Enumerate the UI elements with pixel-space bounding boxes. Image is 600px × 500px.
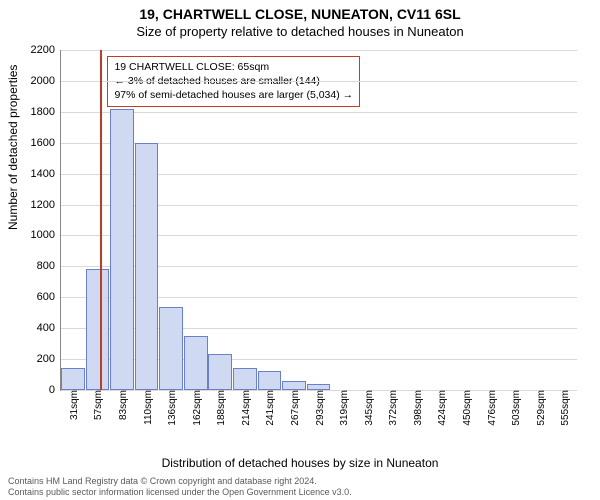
bar	[208, 354, 232, 390]
x-tick-label: 162sqm	[192, 390, 203, 426]
x-tick-label: 476sqm	[487, 390, 498, 426]
y-tick-label: 800	[37, 260, 61, 272]
bar	[159, 307, 183, 390]
gridline-h	[61, 81, 577, 82]
x-tick-label: 267sqm	[290, 390, 301, 426]
x-tick-label: 241sqm	[265, 390, 276, 426]
x-tick-label: 424sqm	[437, 390, 448, 426]
chart-subtitle: Size of property relative to detached ho…	[0, 22, 600, 39]
x-tick-label: 31sqm	[69, 390, 80, 420]
y-tick-label: 400	[37, 322, 61, 334]
x-tick-label: 188sqm	[216, 390, 227, 426]
y-tick-label: 1200	[31, 199, 61, 211]
gridline-h	[61, 50, 577, 51]
x-axis-label: Distribution of detached houses by size …	[0, 456, 600, 470]
x-tick-label: 214sqm	[241, 390, 252, 426]
chart-container: 19, CHARTWELL CLOSE, NUNEATON, CV11 6SL …	[0, 0, 600, 500]
y-tick-label: 2200	[31, 44, 61, 56]
info-line-3: 97% of semi-detached houses are larger (…	[114, 88, 353, 102]
x-tick-label: 136sqm	[167, 390, 178, 426]
y-tick-label: 1400	[31, 168, 61, 180]
plot-area: 19 CHARTWELL CLOSE: 65sqm ← 3% of detach…	[60, 50, 577, 391]
y-tick-label: 2000	[31, 75, 61, 87]
x-tick-label: 450sqm	[462, 390, 473, 426]
y-tick-label: 1600	[31, 137, 61, 149]
x-tick-label: 57sqm	[93, 390, 104, 420]
x-tick-label: 555sqm	[560, 390, 571, 426]
x-tick-label: 319sqm	[339, 390, 350, 426]
y-tick-label: 600	[37, 291, 61, 303]
x-tick-label: 503sqm	[511, 390, 522, 426]
x-tick-label: 110sqm	[143, 390, 154, 425]
chart-title: 19, CHARTWELL CLOSE, NUNEATON, CV11 6SL	[0, 0, 600, 22]
x-tick-label: 345sqm	[364, 390, 375, 426]
marker-line	[100, 50, 102, 390]
y-tick-label: 1800	[31, 106, 61, 118]
bar	[184, 336, 208, 390]
bar	[110, 109, 134, 390]
footer: Contains HM Land Registry data © Crown c…	[8, 476, 592, 499]
x-tick-label: 529sqm	[536, 390, 547, 426]
bar	[61, 368, 85, 390]
bar	[86, 269, 110, 390]
y-tick-label: 200	[37, 353, 61, 365]
footer-line-1: Contains HM Land Registry data © Crown c…	[8, 476, 592, 487]
footer-line-2: Contains public sector information licen…	[8, 487, 592, 498]
gridline-h	[61, 112, 577, 113]
y-tick-label: 0	[49, 384, 61, 396]
bar	[258, 371, 282, 390]
bar	[135, 143, 159, 390]
x-tick-label: 83sqm	[118, 390, 129, 420]
info-line-1: 19 CHARTWELL CLOSE: 65sqm	[114, 60, 353, 74]
bar	[282, 381, 306, 390]
x-tick-label: 372sqm	[388, 390, 399, 426]
x-tick-label: 398sqm	[413, 390, 424, 426]
y-tick-label: 1000	[31, 229, 61, 241]
y-axis-label: Number of detached properties	[6, 65, 20, 230]
bar	[233, 368, 257, 390]
x-tick-label: 293sqm	[315, 390, 326, 426]
